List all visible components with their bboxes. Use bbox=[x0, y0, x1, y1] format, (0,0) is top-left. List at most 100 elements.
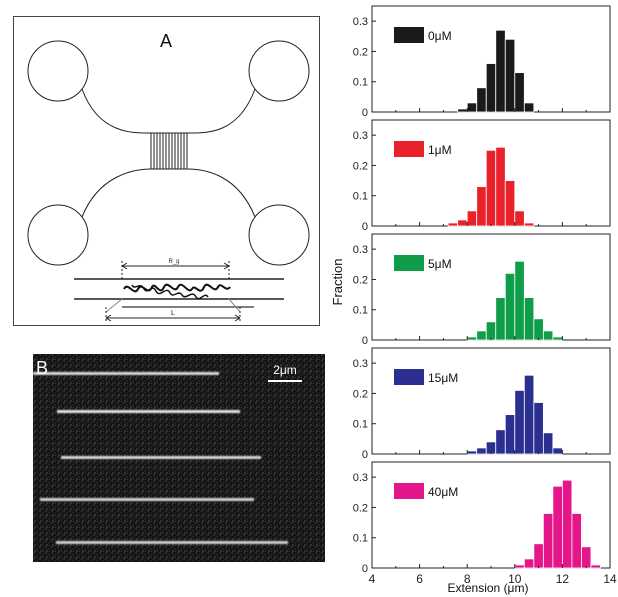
histogram-bar bbox=[466, 102, 478, 113]
histogram-bar bbox=[514, 210, 525, 227]
y-tick-label: 0 bbox=[362, 449, 368, 461]
histogram-bar bbox=[552, 485, 563, 569]
histogram-bar bbox=[504, 272, 516, 341]
dna-molecule-3 bbox=[61, 456, 261, 459]
histogram-bar bbox=[476, 447, 487, 455]
y-tick-label: 0.1 bbox=[353, 419, 368, 431]
dna-molecule-1 bbox=[33, 372, 219, 375]
histogram-bar bbox=[476, 87, 487, 113]
histogram-panel-3: 0 0.1 0.2 0.3 5μM bbox=[353, 233, 611, 347]
legend-swatch bbox=[394, 483, 424, 499]
histogram-panel-5: 0 0.1 0.2 0.3 40μM bbox=[353, 461, 611, 575]
histogram-bar bbox=[542, 432, 554, 455]
plot-frame bbox=[371, 347, 611, 455]
histogram-bar bbox=[552, 447, 563, 455]
y-tick-label: 0.1 bbox=[353, 305, 368, 317]
y-tick-label: 0 bbox=[362, 335, 368, 347]
rg-label: R_g bbox=[168, 259, 179, 265]
y-tick-label: 0.3 bbox=[353, 358, 368, 370]
histogram-bar bbox=[542, 330, 554, 341]
y-tick-label: 0 bbox=[362, 563, 368, 575]
x-tick-label: 12 bbox=[556, 572, 570, 586]
dna-molecule-2 bbox=[57, 410, 240, 413]
scale-bar bbox=[268, 380, 302, 382]
y-tick-label: 0.1 bbox=[353, 77, 368, 89]
histogram-bar bbox=[552, 336, 563, 341]
y-tick-label: 0.3 bbox=[353, 472, 368, 484]
x-tick-label: 10 bbox=[508, 572, 522, 586]
dna-molecule-4 bbox=[40, 498, 254, 501]
histogram-bar bbox=[571, 513, 582, 569]
legend-swatch bbox=[394, 369, 424, 385]
y-tick-label: 0.3 bbox=[353, 244, 368, 256]
dna-molecule-5 bbox=[56, 541, 288, 544]
histogram-bar bbox=[466, 450, 478, 455]
reservoir-bottom-right bbox=[248, 204, 310, 266]
legend-label: 15μM bbox=[428, 371, 458, 385]
histogram-bar bbox=[533, 543, 544, 569]
legend-swatch bbox=[394, 255, 424, 271]
histogram-bar bbox=[485, 149, 497, 227]
y-tick-label: 0.3 bbox=[353, 130, 368, 142]
x-axis-label: Extension (μm) bbox=[448, 581, 529, 595]
reservoir-top-right bbox=[248, 40, 310, 102]
panel-b-label: B bbox=[36, 358, 49, 378]
legend-label: 40μM bbox=[428, 485, 458, 499]
histogram-panel-1: 0 0.1 0.2 0.3 0μM bbox=[353, 5, 611, 119]
histogram-bar bbox=[476, 186, 487, 227]
fluorescence-micrograph: 2μm bbox=[33, 354, 325, 562]
histogram-bar bbox=[504, 38, 516, 113]
legend-swatch bbox=[394, 141, 424, 157]
y-tick-label: 0.2 bbox=[353, 160, 368, 172]
histogram-panel-2: 0 0.1 0.2 0.3 1μM bbox=[353, 119, 611, 233]
microchannel-bottom bbox=[81, 168, 256, 218]
microchannel-top bbox=[81, 88, 256, 134]
x-tick-label: 4 bbox=[369, 572, 376, 586]
y-tick-label: 0.2 bbox=[353, 274, 368, 286]
histogram-bar bbox=[590, 564, 601, 569]
histogram-bar bbox=[466, 210, 478, 227]
histogram-bar bbox=[514, 389, 525, 455]
x-tick-label: 14 bbox=[603, 572, 617, 586]
legend-label: 0μM bbox=[428, 29, 452, 43]
histogram-bar bbox=[485, 321, 497, 341]
histogram-bar bbox=[581, 546, 592, 569]
histogram-bar bbox=[495, 146, 506, 227]
histogram-bar bbox=[495, 297, 506, 341]
legend-label: 1μM bbox=[428, 143, 452, 157]
histogram-bar bbox=[523, 102, 535, 113]
y-tick-label: 0.2 bbox=[353, 502, 368, 514]
histogram-bar bbox=[504, 180, 516, 227]
y-tick-label: 0.3 bbox=[353, 16, 368, 28]
histogram-bar bbox=[476, 330, 487, 341]
panel-a-label: A bbox=[160, 31, 173, 51]
histogram-bar bbox=[561, 479, 573, 569]
histogram-bar bbox=[485, 63, 497, 113]
histogram-bar bbox=[523, 558, 535, 569]
scale-bar-label: 2μm bbox=[273, 363, 297, 377]
histogram-bar bbox=[542, 513, 554, 569]
y-tick-label: 0 bbox=[362, 221, 368, 233]
y-axis-label: Fraction bbox=[330, 259, 345, 306]
panel-b-fluorescence-image: B 2μm bbox=[33, 354, 325, 562]
histogram-bar bbox=[523, 222, 535, 227]
histogram-bar bbox=[523, 297, 535, 341]
histogram-bar bbox=[533, 318, 544, 341]
y-tick-label: 0.1 bbox=[353, 191, 368, 203]
legend-swatch bbox=[394, 27, 424, 43]
histogram-bar bbox=[495, 29, 506, 113]
y-tick-label: 0.2 bbox=[353, 46, 368, 58]
histogram-bar bbox=[514, 72, 525, 113]
y-tick-label: 0.1 bbox=[353, 533, 368, 545]
y-tick-label: 0 bbox=[362, 107, 368, 119]
histogram-bar bbox=[466, 336, 478, 341]
nanochannel-array bbox=[150, 133, 188, 169]
histogram-bar bbox=[457, 219, 468, 227]
histogram-bar bbox=[514, 564, 525, 569]
l-label: L bbox=[171, 310, 175, 317]
histogram-bar bbox=[504, 414, 516, 455]
histogram-panel-4: 0 0.1 0.2 0.3 15μM bbox=[353, 347, 611, 461]
panel-c-histograms: C Fraction Extension (μm) 00.10.20.30μM0… bbox=[330, 5, 617, 595]
histogram-bar bbox=[533, 402, 544, 455]
y-tick-label: 0.2 bbox=[353, 388, 368, 400]
